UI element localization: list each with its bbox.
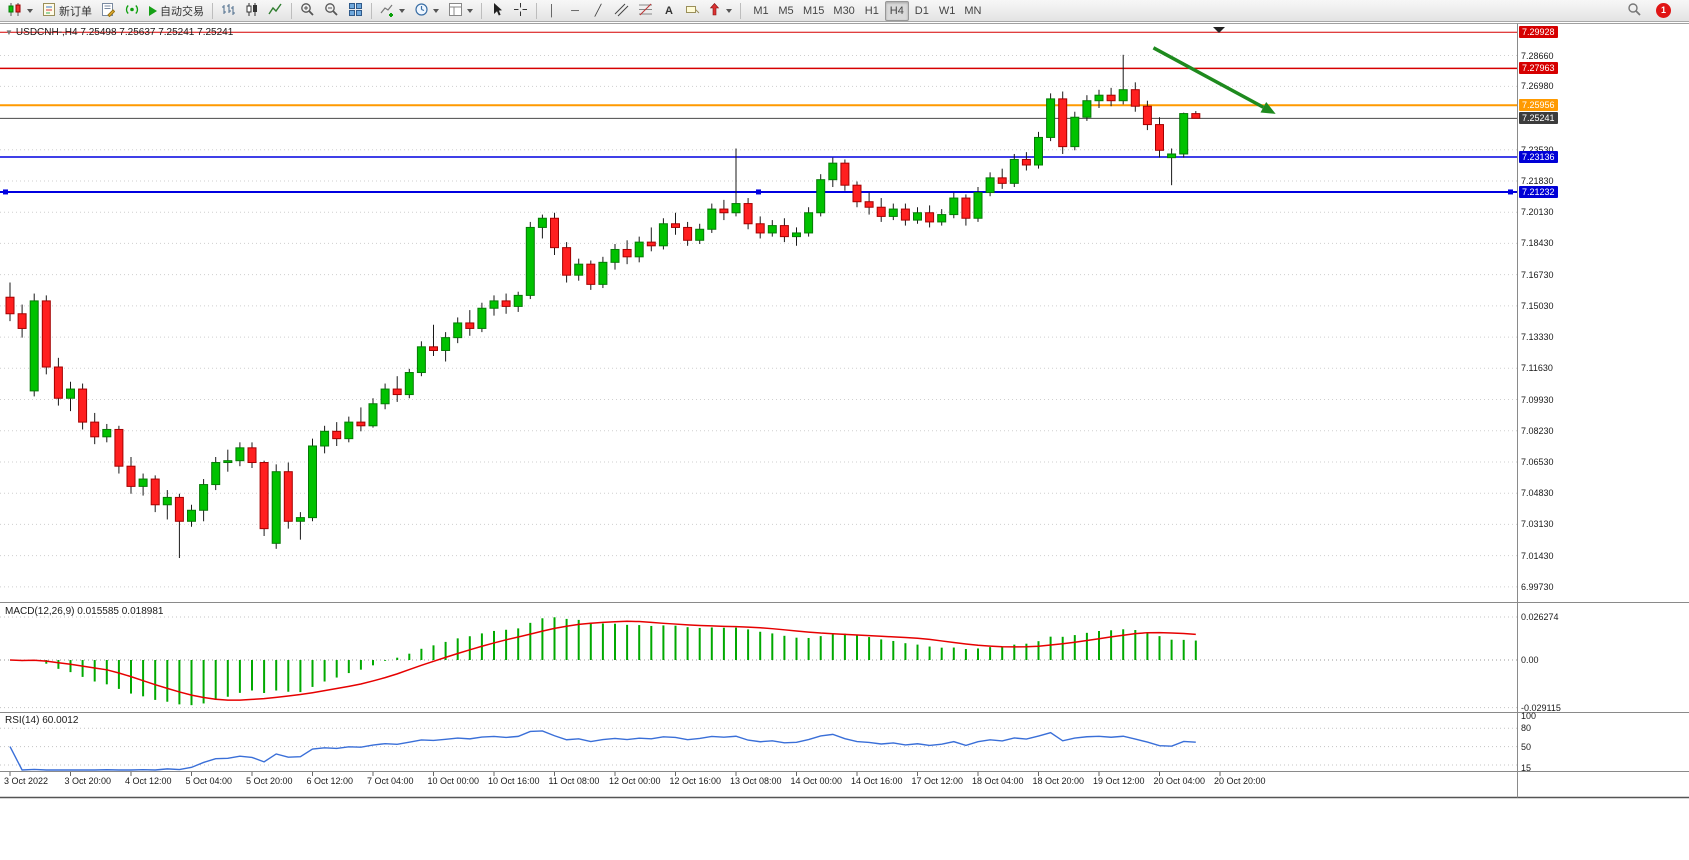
macd-name: MACD(12,26,9) bbox=[5, 606, 75, 617]
toolbar-separator bbox=[536, 2, 537, 19]
macd-label: MACD(12,26,9) 0.015585 0.018981 bbox=[5, 606, 163, 617]
toolbar: 新订单 自动交易 bbox=[0, 0, 1689, 22]
zoom-out-button[interactable] bbox=[320, 1, 343, 21]
line-chart-icon bbox=[268, 2, 283, 20]
template-icon bbox=[448, 2, 463, 20]
play-icon bbox=[149, 5, 157, 16]
new-order-icon bbox=[42, 2, 56, 20]
horizontal-line-icon: ─ bbox=[571, 4, 579, 17]
timeframe-m5-button[interactable]: M5 bbox=[774, 1, 798, 21]
new-order-button[interactable]: 新订单 bbox=[38, 1, 96, 21]
rsi-value: 60.0012 bbox=[42, 715, 79, 726]
candlestick-chart-button[interactable] bbox=[241, 1, 263, 21]
broadcast-icon bbox=[124, 2, 140, 20]
timeframe-w1-button[interactable]: W1 bbox=[935, 1, 960, 21]
timeframe-m30-button[interactable]: M30 bbox=[829, 1, 858, 21]
main-chart-area[interactable] bbox=[0, 23, 1517, 602]
horizontal-line-button[interactable]: ─ bbox=[564, 1, 586, 21]
tile-windows-button[interactable] bbox=[344, 1, 367, 21]
vertical-line-icon: │ bbox=[548, 4, 556, 17]
vertical-line-button[interactable]: │ bbox=[541, 1, 563, 21]
trendline-button[interactable]: ╱ bbox=[587, 1, 609, 21]
time-axis[interactable] bbox=[0, 772, 1517, 798]
new-order-label: 新订单 bbox=[59, 5, 92, 18]
indicators-button[interactable] bbox=[376, 1, 409, 21]
periods-button[interactable] bbox=[410, 1, 443, 21]
timeframe-buttons: M1 M5 M15 M30 H1 H4 D1 W1 MN bbox=[749, 0, 985, 21]
templates-button[interactable] bbox=[444, 1, 477, 21]
chevron-down-icon bbox=[433, 8, 439, 13]
broadcast-button[interactable] bbox=[120, 1, 144, 21]
chart-title: ▼ USDCNH-,H4 7.25498 7.25637 7.25241 7.25… bbox=[5, 27, 233, 38]
metaeditor-button[interactable] bbox=[97, 1, 119, 21]
indicators-icon bbox=[380, 2, 395, 20]
search-button[interactable] bbox=[1623, 1, 1646, 21]
equidistant-channel-button[interactable] bbox=[610, 1, 633, 21]
autotrading-button[interactable]: 自动交易 bbox=[145, 1, 208, 21]
toolbar-right-group: 1 bbox=[1623, 1, 1689, 21]
timeframe-mn-button[interactable]: MN bbox=[960, 1, 985, 21]
timeframe-h4-button[interactable]: H4 bbox=[884, 0, 909, 21]
rsi-pane[interactable] bbox=[0, 713, 1517, 772]
timeframe-h1-button[interactable]: H1 bbox=[860, 1, 884, 21]
chevron-down-icon bbox=[399, 8, 405, 13]
autotrading-label: 自动交易 bbox=[160, 5, 204, 18]
zoom-in-button[interactable] bbox=[296, 1, 319, 21]
tile-windows-icon bbox=[348, 2, 363, 20]
text-button[interactable]: A bbox=[658, 1, 680, 21]
macd-pane[interactable] bbox=[0, 603, 1517, 713]
chevron-down-icon bbox=[467, 8, 473, 13]
toolbar-separator bbox=[371, 2, 372, 19]
timeframe-d1-button[interactable]: D1 bbox=[910, 1, 934, 21]
chevron-down-icon bbox=[726, 8, 732, 13]
bar-chart-icon bbox=[221, 2, 236, 20]
label-icon bbox=[685, 2, 700, 20]
trendline-icon: ╱ bbox=[594, 5, 602, 17]
cursor-button[interactable] bbox=[486, 1, 508, 21]
crosshair-button[interactable] bbox=[509, 1, 532, 21]
bar-chart-button[interactable] bbox=[217, 1, 240, 21]
notification-badge: 1 bbox=[1656, 3, 1671, 18]
toolbar-separator bbox=[740, 2, 741, 19]
toolbar-separator bbox=[212, 2, 213, 19]
timeframe-m1-button[interactable]: M1 bbox=[749, 1, 773, 21]
search-icon bbox=[1627, 2, 1642, 20]
macd-value-signal: 0.018981 bbox=[121, 606, 164, 617]
fibonacci-button[interactable] bbox=[634, 1, 657, 21]
new-chart-button[interactable] bbox=[3, 1, 37, 21]
candlestick-icon bbox=[245, 2, 259, 20]
text-label-button[interactable] bbox=[681, 1, 704, 21]
cursor-icon bbox=[491, 2, 504, 20]
zoom-in-icon bbox=[300, 2, 315, 20]
toolbar-separator bbox=[291, 2, 292, 19]
editor-page-icon bbox=[101, 2, 116, 20]
price-axis[interactable] bbox=[1518, 23, 1689, 772]
notifications-button[interactable]: 1 bbox=[1652, 1, 1675, 21]
macd-value-main: 0.015585 bbox=[77, 606, 119, 617]
line-chart-button[interactable] bbox=[264, 1, 287, 21]
timeframe-m15-button[interactable]: M15 bbox=[799, 1, 828, 21]
chevron-down-icon bbox=[27, 8, 33, 13]
crosshair-icon bbox=[513, 2, 528, 20]
text-tool-icon: A bbox=[665, 4, 673, 17]
new-chart-icon bbox=[7, 2, 23, 20]
chart-title-text: USDCNH-,H4 7.25498 7.25637 7.25241 7.252… bbox=[15, 27, 234, 38]
rsi-name: RSI(14) bbox=[5, 715, 40, 726]
one-click-trading-toggle[interactable]: ▼ bbox=[5, 28, 13, 37]
toolbar-separator bbox=[481, 2, 482, 19]
zoom-out-icon bbox=[324, 2, 339, 20]
arrows-icon bbox=[709, 2, 722, 20]
rsi-label: RSI(14) 60.0012 bbox=[5, 715, 78, 726]
fibonacci-icon bbox=[638, 2, 653, 20]
arrows-button[interactable] bbox=[705, 1, 736, 21]
clock-icon bbox=[414, 2, 429, 20]
channel-icon bbox=[614, 2, 629, 20]
